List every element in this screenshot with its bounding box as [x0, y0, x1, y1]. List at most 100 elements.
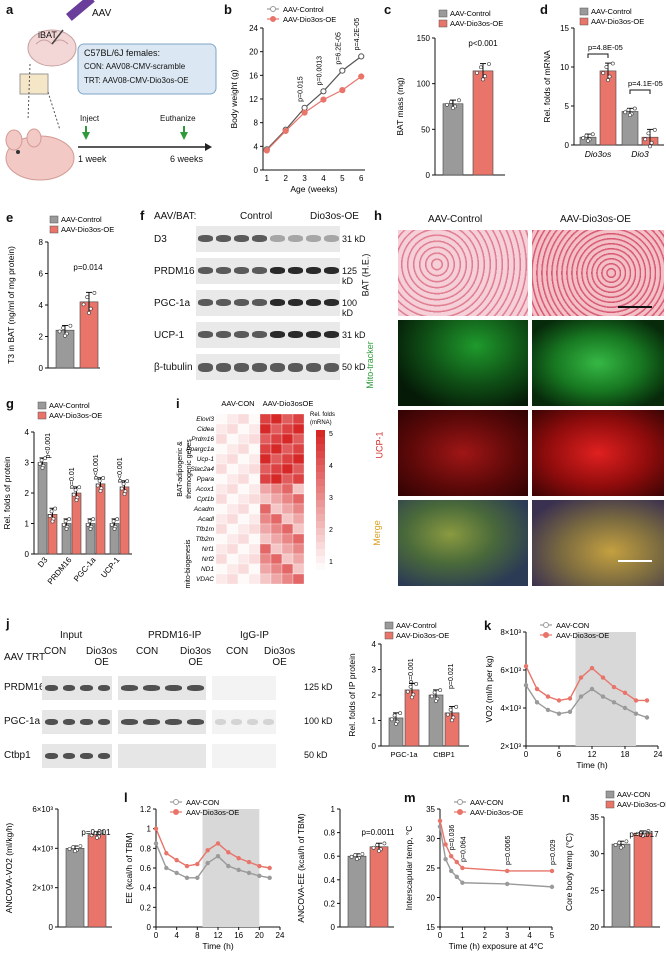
i-colorbar-cell	[316, 542, 325, 549]
blot-j-row-label: PGC-1a	[4, 716, 41, 727]
c-ytick-label: 100	[417, 80, 431, 89]
blot-f-band	[234, 331, 249, 338]
i-cell	[226, 473, 239, 485]
panel-letter-j: j	[6, 616, 10, 631]
c-bar	[442, 103, 464, 176]
j-dot	[429, 694, 434, 699]
blot-j-strip	[212, 710, 276, 734]
l-point	[184, 875, 190, 881]
k-xtick-label: 0	[524, 750, 529, 759]
panel-letter-k: k	[484, 618, 492, 633]
i-cell	[248, 463, 261, 475]
i-colorbar-tick: 1	[329, 559, 333, 566]
i-cell	[237, 563, 250, 575]
blot-f-band	[288, 299, 303, 306]
blot-j-band	[121, 719, 138, 725]
b-point	[358, 53, 365, 60]
g-dot	[67, 517, 72, 522]
j-xtick-label: PGC-1a	[390, 750, 418, 759]
i-gene-label: Elovl3	[196, 416, 214, 423]
b-point	[339, 67, 346, 74]
i-cell	[270, 573, 283, 585]
g-dot	[40, 465, 45, 470]
l-xtick-label: 8	[195, 931, 200, 940]
l-point	[226, 863, 231, 869]
k2-ytick-label: 0	[49, 923, 54, 932]
l2-ytick-label: 0.2	[324, 899, 336, 908]
k2-dot	[100, 830, 105, 834]
j-ytick-label: 3	[372, 666, 377, 675]
d-legend-swatch	[579, 7, 589, 16]
l2-dot	[375, 843, 380, 847]
k-ytick-label: 6×10³	[500, 666, 521, 675]
blot-f-band	[270, 363, 285, 372]
g-bar	[71, 492, 82, 555]
k-xtick-label: 12	[588, 750, 597, 759]
i-gene-label: Tfb2m	[196, 536, 215, 543]
i-cell	[226, 413, 239, 425]
b-point	[320, 96, 327, 103]
i-cell	[237, 503, 250, 515]
k-xtick-label: 6	[557, 750, 562, 759]
i-cell	[237, 553, 250, 565]
n-dot	[624, 839, 629, 844]
g-dot	[112, 526, 117, 531]
blot-j-band	[263, 719, 274, 725]
l-point	[236, 867, 241, 873]
d-dot	[649, 140, 654, 145]
i-cell	[270, 413, 283, 425]
blot-f-band	[270, 331, 285, 338]
chart-k2: 0 2×10³ 4×10³ 6×10³ ANCOVA-VO2 (ml/kg/h) p=0.…	[4, 805, 112, 932]
n-ytick-label: 35	[590, 813, 599, 822]
i-cell	[259, 483, 272, 495]
n-dot	[646, 829, 651, 833]
i-cell	[226, 563, 239, 575]
n-pvalue: p=0.017	[629, 830, 659, 839]
g-dot	[122, 492, 127, 496]
i-gene-label: Nrf1	[202, 546, 215, 553]
i-cell	[270, 533, 283, 545]
chart-n: 20 25 30 35 Core body temp (°C) AAV-CONAAV-Di…	[564, 790, 666, 932]
k-ytick-label: 4×10³	[500, 704, 521, 713]
b-point	[320, 88, 327, 95]
micro-merge-control	[398, 500, 528, 586]
chart-c: 0 50 100 150 BAT mass (mg) AAV-ControlAAV-Dio…	[395, 9, 505, 180]
l-point	[246, 870, 252, 876]
i-cell	[259, 453, 272, 465]
blot-j-row-label: AAV TRT	[4, 652, 46, 663]
l2-dot	[349, 854, 354, 859]
i-cell	[215, 433, 228, 445]
b-xtick-label: 2	[283, 174, 288, 183]
chart-d: 0 5 10 15 Rel. folds of mRNA Dio3os Dio3 AAV-Co…	[542, 7, 664, 159]
i-cell	[226, 543, 239, 555]
m-point	[449, 868, 454, 874]
c-legend-label: AAV-Control	[450, 9, 491, 18]
i-cell	[226, 533, 239, 545]
i-cell	[215, 553, 228, 565]
l-point	[184, 863, 190, 869]
i-colorbar-title: Rel. folds	[310, 412, 335, 418]
d-dot	[643, 137, 648, 142]
j-dot	[405, 689, 410, 694]
blot-f-band	[234, 299, 249, 306]
k2-dot	[67, 847, 72, 851]
e-legend-swatch	[49, 215, 59, 224]
panel-letter-g: g	[6, 396, 14, 411]
blot-f-band	[216, 267, 231, 274]
i-cell	[215, 533, 228, 545]
blot-f-row-label: PRDM16	[154, 266, 195, 277]
k2-pvalue: p=0.001	[81, 828, 111, 837]
blot-f-band	[252, 299, 267, 306]
i-cell	[237, 523, 250, 535]
i-cell	[281, 423, 294, 435]
euthanize-label: Euthanize	[160, 114, 196, 123]
g-xtick-label: UCP-1	[99, 555, 122, 580]
g-pvalue: p<0.001	[117, 457, 124, 483]
k-legend-label: AAV-Dio3os-OE	[556, 631, 609, 640]
e-dot	[87, 311, 91, 315]
d-dot	[606, 78, 610, 82]
l-legend-label: AAV-CON	[186, 798, 219, 807]
k-point	[600, 675, 606, 680]
micro-col-control: AAV-Control	[428, 214, 483, 225]
g-dot	[74, 498, 79, 503]
